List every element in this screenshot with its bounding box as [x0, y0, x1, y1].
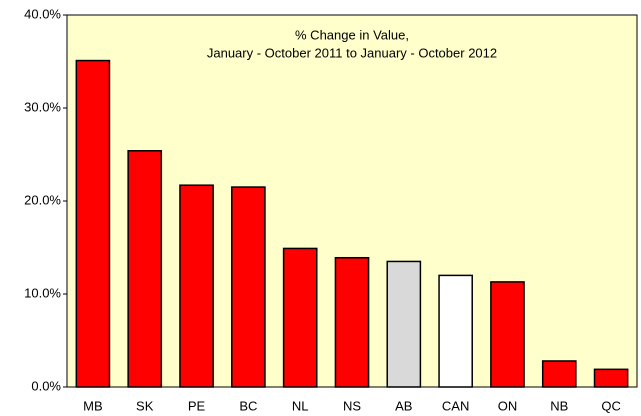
- y-tick-label: 10.0%: [24, 285, 61, 300]
- bar: [593, 368, 629, 388]
- bar: [75, 59, 111, 388]
- x-tick-label: AB: [395, 398, 412, 413]
- bar: [179, 184, 214, 388]
- y-tick-label: 30.0%: [24, 99, 61, 114]
- bar: [282, 247, 318, 388]
- x-tick-label: NL: [292, 398, 309, 413]
- x-tick-label: PE: [188, 398, 206, 413]
- x-tick-label: NB: [550, 398, 568, 413]
- x-tick-label: ON: [498, 398, 518, 413]
- x-tick-label: SK: [136, 398, 154, 413]
- x-tick-label: CAN: [442, 398, 469, 413]
- y-tick-label: 40.0%: [24, 6, 61, 21]
- bar: [231, 186, 266, 388]
- bar: [386, 260, 422, 388]
- bar: [541, 360, 577, 388]
- x-tick-label: QC: [601, 398, 621, 413]
- x-tick-label: BC: [239, 398, 257, 413]
- chart-subtitle: January - October 2011 to January - Octo…: [207, 45, 497, 60]
- x-tick-label: NS: [343, 398, 361, 413]
- bar: [438, 274, 473, 388]
- y-tick-label: 0.0%: [31, 378, 61, 393]
- x-tick-label: MB: [83, 398, 103, 413]
- y-tick-label: 20.0%: [24, 192, 61, 207]
- bar: [490, 281, 525, 388]
- bar: [127, 150, 163, 388]
- bar: [334, 256, 370, 388]
- chart-title: % Change in Value,: [295, 27, 409, 42]
